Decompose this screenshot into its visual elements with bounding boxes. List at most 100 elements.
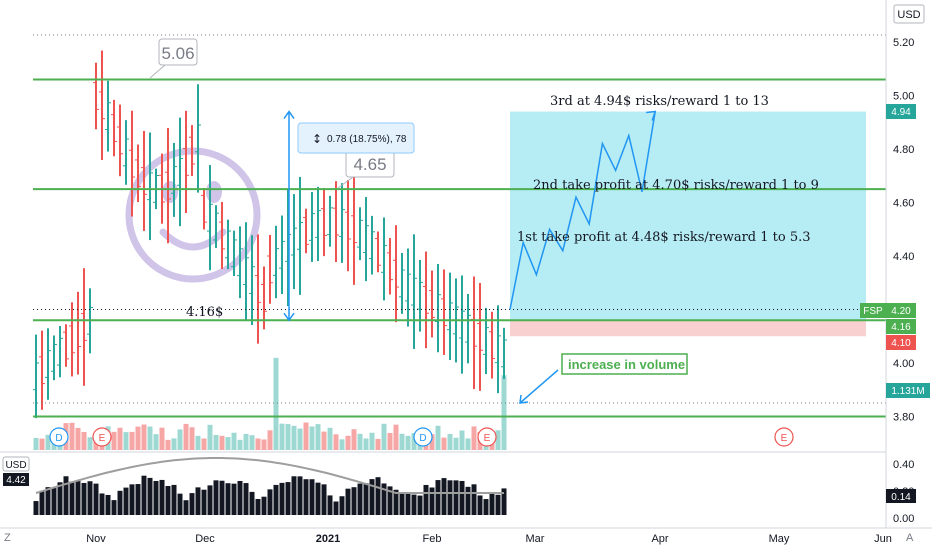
volume-bar bbox=[297, 428, 303, 450]
dividend-marker-label: D bbox=[419, 433, 426, 444]
volume-note[interactable]: increase in volume bbox=[561, 353, 688, 375]
volume-bar bbox=[501, 375, 507, 450]
volume-bar bbox=[435, 425, 441, 450]
volume-bar bbox=[495, 430, 501, 450]
currency-label: USD bbox=[897, 9, 920, 21]
volume-bar bbox=[75, 427, 81, 450]
volume-note-arrow-head bbox=[519, 394, 529, 404]
price-tick-label: 5.20 bbox=[893, 37, 914, 49]
oscillator-bar bbox=[483, 499, 489, 515]
oscillator-bar bbox=[141, 475, 147, 515]
oscillator-bar bbox=[33, 501, 39, 515]
earnings-marker-label: E bbox=[99, 433, 106, 444]
price-tick-label: 4.00 bbox=[893, 358, 914, 370]
position-zones bbox=[510, 111, 866, 337]
volume-bar bbox=[267, 430, 273, 450]
oscillator-bar bbox=[63, 476, 69, 515]
oscillator-bar bbox=[57, 482, 63, 515]
oscillator-right-tag: 0.14 bbox=[886, 489, 916, 503]
oscillator-bar bbox=[249, 491, 255, 515]
oscillator-bar bbox=[477, 495, 483, 515]
price-bars bbox=[33, 50, 507, 419]
oscillator-tick-label: 0.00 bbox=[893, 513, 914, 525]
volume-bar bbox=[111, 431, 117, 450]
volume-bar bbox=[375, 438, 381, 450]
oscillator-bar bbox=[279, 482, 285, 515]
volume-bar bbox=[345, 435, 351, 450]
volume-bar bbox=[447, 433, 453, 450]
oscillator-bar bbox=[327, 495, 333, 515]
high-label-1-text: 5.06 bbox=[161, 44, 194, 63]
volume-bar bbox=[327, 427, 333, 450]
volume-bar bbox=[201, 438, 207, 450]
volume-bar bbox=[471, 426, 477, 450]
target-2-label: 2nd take profit at 4.70$ risks/reward 1 … bbox=[533, 178, 819, 193]
oscillator-bar bbox=[435, 480, 441, 515]
oscillator-bar bbox=[309, 479, 315, 515]
volume-bar bbox=[249, 435, 255, 450]
svg-text:4.16: 4.16 bbox=[891, 322, 911, 333]
oscillator-bar bbox=[357, 483, 363, 515]
oscillator-bar bbox=[129, 484, 135, 515]
oscillator-bar bbox=[291, 476, 297, 515]
high-label-2[interactable]: 4.65 bbox=[345, 150, 395, 178]
oscillator-bar bbox=[393, 489, 399, 515]
volume-bar bbox=[33, 437, 39, 450]
price-tick-label: 4.40 bbox=[893, 251, 914, 263]
currency-badge[interactable]: USD bbox=[893, 4, 925, 24]
oscillator-bar bbox=[213, 480, 219, 515]
projection-arrow-head bbox=[646, 110, 657, 121]
oscillator-bar bbox=[75, 481, 81, 515]
dividend-marker bbox=[413, 427, 433, 447]
time-tick-label: May bbox=[769, 533, 790, 545]
time-tick-label: Jun bbox=[874, 533, 892, 545]
volume-bar bbox=[171, 438, 177, 450]
volume-bar bbox=[273, 357, 279, 450]
volume-bar bbox=[339, 439, 345, 450]
high-label-1[interactable]: 5.06 bbox=[158, 38, 198, 66]
volume-bar bbox=[195, 435, 201, 450]
volume-bar bbox=[333, 434, 339, 450]
oscillator-bar bbox=[195, 487, 201, 515]
volume-note-arrow bbox=[519, 369, 559, 404]
svg-text:4.20: 4.20 bbox=[891, 306, 911, 317]
target-1-label: 1st take profit at 4.48$ risks/reward 1 … bbox=[517, 230, 811, 245]
volume-bar bbox=[279, 423, 285, 450]
oscillator-bar bbox=[471, 484, 477, 515]
oscillator-bar bbox=[375, 477, 381, 515]
oscillator-bar bbox=[489, 492, 495, 515]
oscillator-bar bbox=[177, 493, 183, 515]
price-tick-label: 4.80 bbox=[893, 144, 914, 156]
volume-bar bbox=[45, 434, 51, 450]
timezone-icon[interactable]: Z bbox=[4, 532, 11, 544]
volume-bar bbox=[183, 423, 189, 450]
earnings-marker-label: E bbox=[484, 433, 491, 444]
volume-bar bbox=[153, 434, 159, 450]
volume-bar bbox=[453, 437, 459, 450]
volume-bar bbox=[69, 422, 75, 450]
oscillator-bar bbox=[123, 487, 129, 515]
volume-bar bbox=[309, 426, 315, 450]
high-label-2-connector bbox=[337, 176, 354, 189]
volume-bar bbox=[255, 438, 261, 450]
oscillator-bar bbox=[339, 496, 345, 515]
auto-scale-button[interactable]: A bbox=[906, 532, 914, 544]
svg-text:4.42: 4.42 bbox=[6, 475, 26, 486]
measure-tooltip[interactable]: ↕ 0.78 (18.75%), 78 bbox=[297, 122, 415, 154]
volume-bar bbox=[387, 432, 393, 450]
projection-path bbox=[509, 111, 656, 310]
oscillator-bar bbox=[297, 476, 303, 515]
oscillator-bar bbox=[441, 478, 447, 515]
oscillator-bar bbox=[261, 496, 267, 515]
oscillator-bar bbox=[165, 486, 171, 515]
volume-bar bbox=[225, 437, 231, 450]
oscillator-bar bbox=[321, 484, 327, 515]
oscillator-bar bbox=[405, 493, 411, 515]
smiley-eye-left bbox=[162, 181, 178, 203]
oscillator-bar bbox=[243, 483, 249, 515]
volume-bar bbox=[291, 425, 297, 450]
volume-bar bbox=[189, 427, 195, 450]
volume-bar bbox=[363, 438, 369, 450]
